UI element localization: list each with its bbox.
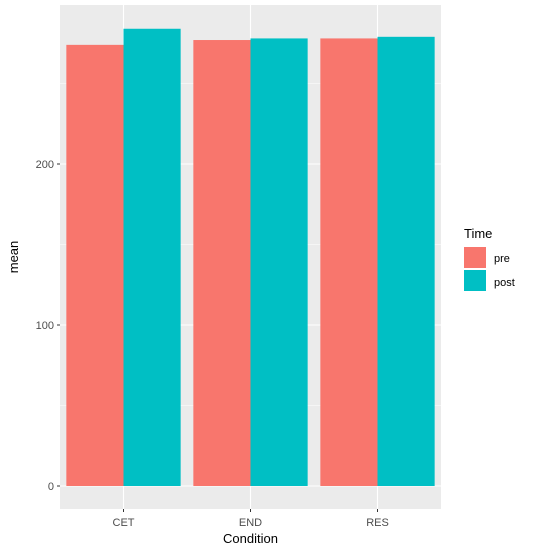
x-tick-label-res: RES [366,517,389,529]
bar-res-post [377,36,435,487]
bars-layer [66,28,435,487]
bar-end-pre [193,40,251,486]
legend-title: Time [464,226,492,241]
legend-label-pre: pre [494,253,510,265]
y-tick-label-1: 100 [36,320,54,332]
bar-res-pre [320,38,378,487]
legend-key-pre [464,247,486,268]
x-axis-title: Condition [223,531,278,546]
y-axis-title: mean [6,241,21,274]
x-tick-label-end: END [239,517,262,529]
bar-end-post [250,38,308,487]
x-tick-label-cet: CET [113,517,135,529]
x-axis: CET END RES [113,509,389,529]
bar-cet-pre [66,44,124,487]
bar-cet-post [123,28,181,486]
legend: Time pre post [464,226,515,291]
legend-label-post: post [494,277,515,289]
legend-key-post [464,270,486,291]
y-tick-label-0: 0 [48,481,54,493]
y-axis: 0 100 200 [36,159,60,493]
y-tick-label-2: 200 [36,159,54,171]
